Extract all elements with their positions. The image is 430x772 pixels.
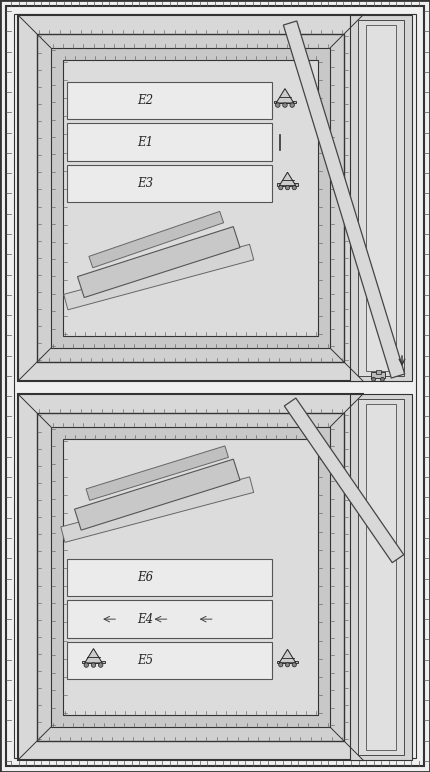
Polygon shape	[276, 89, 294, 103]
Bar	[277, 184, 298, 186]
Bar	[366, 25, 396, 371]
Circle shape	[290, 103, 295, 107]
Circle shape	[279, 185, 283, 190]
Polygon shape	[279, 172, 296, 186]
Circle shape	[286, 185, 290, 190]
Circle shape	[292, 185, 296, 190]
Bar	[350, 15, 412, 381]
Text: E6: E6	[137, 571, 153, 584]
Circle shape	[276, 103, 280, 107]
Bar	[63, 438, 318, 715]
Polygon shape	[284, 398, 404, 563]
Bar	[63, 60, 318, 336]
Polygon shape	[89, 212, 224, 268]
Polygon shape	[64, 245, 254, 310]
Polygon shape	[279, 649, 296, 663]
Bar	[37, 34, 344, 362]
Circle shape	[286, 662, 290, 667]
Bar	[67, 601, 272, 638]
Bar	[366, 404, 396, 750]
Bar	[67, 642, 272, 679]
Bar	[67, 165, 272, 202]
Bar	[372, 372, 384, 378]
Polygon shape	[61, 477, 254, 543]
Bar	[37, 413, 344, 741]
Bar	[18, 15, 363, 381]
Circle shape	[98, 663, 103, 667]
Bar	[376, 370, 381, 374]
Bar	[350, 394, 412, 760]
Text: E2: E2	[137, 94, 153, 107]
Text: E3: E3	[137, 177, 153, 190]
Bar	[274, 100, 296, 103]
Polygon shape	[283, 21, 405, 378]
Circle shape	[381, 378, 384, 381]
Circle shape	[372, 378, 375, 381]
Bar	[18, 394, 363, 760]
Bar	[277, 661, 298, 663]
Text: E4: E4	[137, 613, 153, 625]
Polygon shape	[86, 446, 228, 500]
Circle shape	[283, 103, 287, 107]
Bar	[51, 48, 330, 348]
Polygon shape	[77, 227, 240, 297]
Bar	[82, 661, 104, 663]
Circle shape	[84, 663, 89, 667]
Bar	[358, 399, 404, 755]
Circle shape	[292, 662, 296, 667]
Text: E5: E5	[137, 654, 153, 667]
Bar	[67, 124, 272, 161]
Bar	[358, 20, 404, 376]
Bar	[67, 82, 272, 119]
Polygon shape	[74, 459, 240, 530]
Bar	[51, 427, 330, 727]
Text: E1: E1	[137, 136, 153, 148]
Circle shape	[279, 662, 283, 667]
Bar	[67, 559, 272, 596]
Polygon shape	[85, 648, 102, 663]
Circle shape	[91, 663, 96, 667]
